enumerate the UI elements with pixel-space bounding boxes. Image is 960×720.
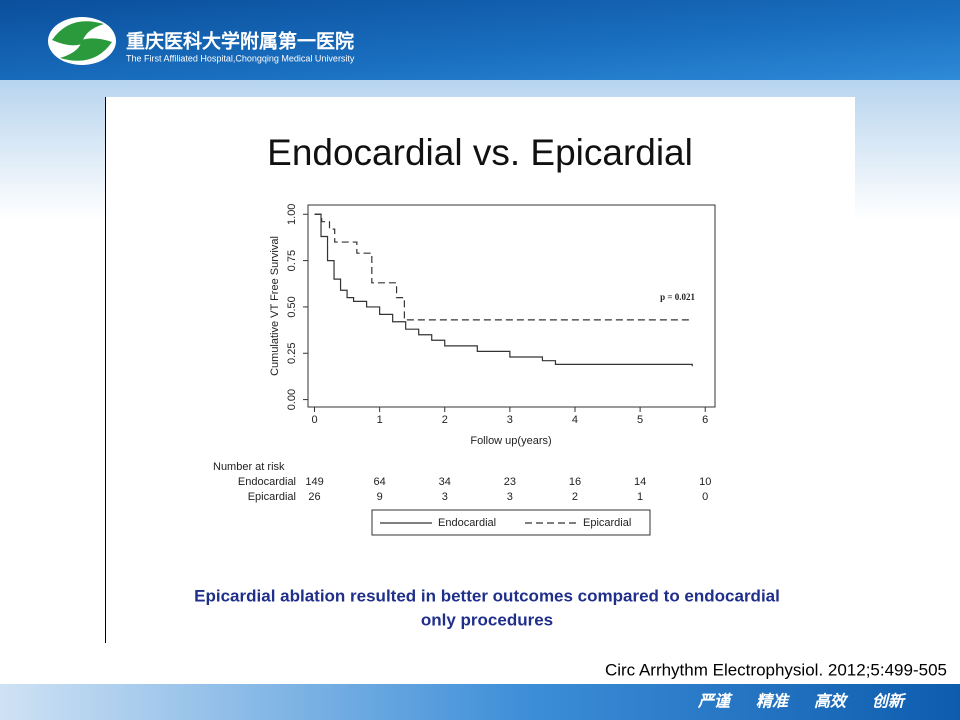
figure-panel: [105, 97, 855, 643]
chart-title: Endocardial vs. Epicardial: [267, 132, 693, 173]
y-tick-label: 0.50: [286, 296, 298, 317]
x-axis-label: Follow up(years): [470, 435, 551, 447]
risk-count: 26: [308, 491, 320, 503]
risk-count: 0: [702, 491, 708, 503]
citation: Circ Arrhythm Electrophysiol. 2012;5:499…: [605, 660, 947, 679]
risk-count: 1: [637, 491, 643, 503]
legend-label: Epicardial: [583, 517, 631, 529]
caption-line: only procedures: [421, 610, 553, 629]
header-title-cn: 重庆医科大学附属第一医院: [126, 30, 354, 53]
x-tick-label: 2: [442, 414, 448, 426]
x-tick-label: 6: [702, 414, 708, 426]
legend-label: Endocardial: [438, 517, 496, 529]
risk-count: 2: [572, 491, 578, 503]
risk-count: 64: [374, 476, 386, 488]
y-axis-label: Cumulative VT Free Survival: [269, 236, 281, 376]
risk-row-name: Endocardial: [238, 476, 296, 488]
survival-curve: [314, 213, 693, 321]
risk-count: 10: [699, 476, 711, 488]
x-tick-label: 4: [572, 414, 578, 426]
footer-bar: [0, 684, 960, 720]
annotation: p = 0.021: [660, 292, 695, 302]
logo: [48, 17, 116, 65]
header-title-en: The First Affiliated Hospital,Chongqing …: [126, 53, 355, 63]
footer-slogan: 高效: [814, 692, 849, 711]
risk-count: 3: [442, 491, 448, 503]
risk-count: 14: [634, 476, 646, 488]
x-tick-label: 5: [637, 414, 643, 426]
x-tick-label: 0: [311, 414, 317, 426]
risk-count: 34: [439, 476, 451, 488]
caption-line: Epicardial ablation resulted in better o…: [194, 586, 780, 605]
y-tick-label: 1.00: [286, 204, 298, 225]
footer-slogan: 创新: [872, 692, 907, 711]
y-tick-label: 0.75: [286, 250, 298, 271]
y-tick-label: 0.00: [286, 389, 298, 410]
risk-count: 23: [504, 476, 516, 488]
footer-slogan: 严谨: [697, 692, 733, 711]
risk-count: 3: [507, 491, 513, 503]
risk-count: 16: [569, 476, 581, 488]
risk-count: 149: [305, 476, 323, 488]
footer-slogan: 精准: [756, 692, 790, 711]
y-tick-label: 0.25: [286, 343, 298, 364]
risk-row-name: Epicardial: [248, 491, 296, 503]
survival-curve: [314, 213, 693, 367]
risk-table-title: Number at risk: [213, 461, 285, 473]
plot-frame: [307, 204, 716, 408]
x-tick-label: 1: [377, 414, 383, 426]
header-bar: [0, 0, 960, 80]
x-tick-label: 3: [507, 414, 513, 426]
risk-count: 9: [377, 491, 383, 503]
